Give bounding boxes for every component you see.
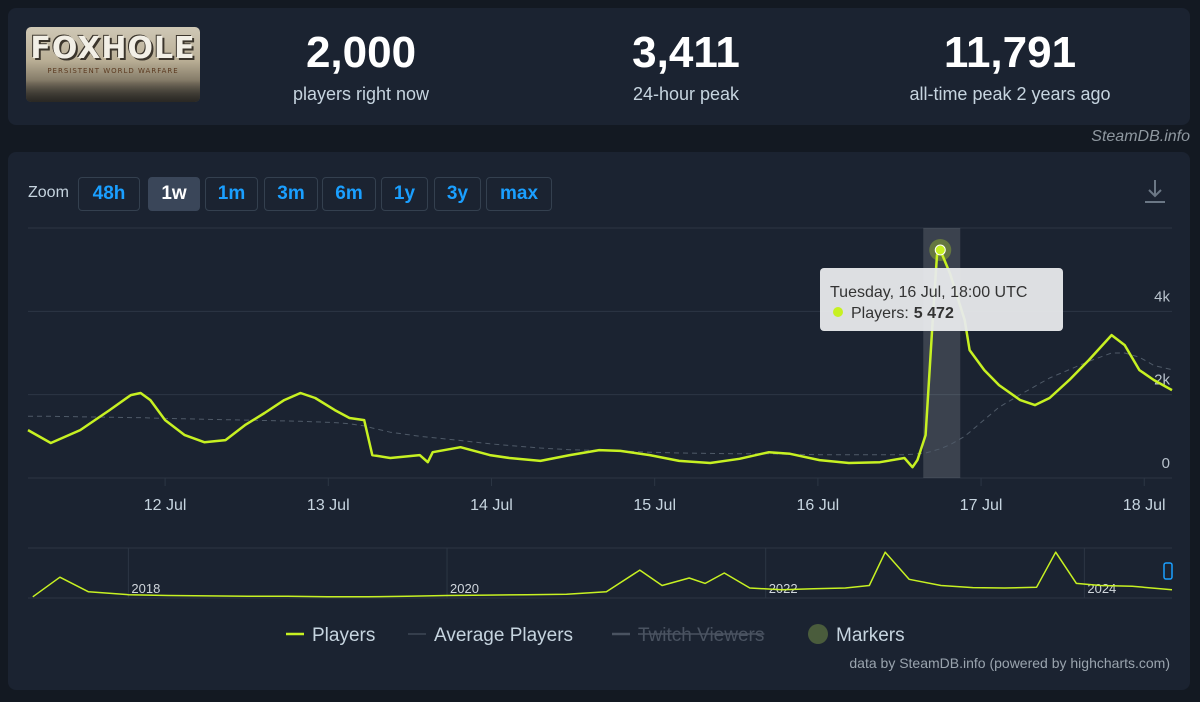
header-panel [8, 8, 1190, 125]
x-tick-label: 14 Jul [470, 497, 513, 514]
legend-item[interactable]: Average Players [408, 625, 573, 646]
x-tick-label: 18 Jul [1123, 497, 1166, 514]
x-tick-label: 12 Jul [144, 497, 187, 514]
x-tick-label: 15 Jul [633, 497, 676, 514]
y-tick-label: 2k [1154, 372, 1170, 389]
logo-ground [26, 80, 200, 102]
navigator-tick-label: 2020 [450, 581, 479, 596]
stat: 3,411 24-hour peak [536, 30, 836, 105]
source-link[interactable]: SteamDB.info [1091, 128, 1190, 145]
game-logo: FOXHOLE PERSISTENT WORLD WARFARE [26, 27, 200, 102]
y-tick-label: 0 [1162, 455, 1170, 472]
tooltip-label: Players: [851, 305, 909, 322]
logo-title: FOXHOLE [30, 31, 196, 66]
legend-label: Players [312, 625, 375, 646]
stat-label: players right now [292, 84, 430, 104]
navigator-handle [1163, 562, 1173, 580]
zoom-button[interactable]: 6m [322, 177, 376, 211]
navigator-line [32, 551, 1173, 598]
tooltip-title: Tuesday, 16 Jul, 18:00 UTC [830, 284, 1027, 301]
stat-value: 3,411 [632, 28, 740, 77]
stat-value: 11,791 [943, 28, 1077, 77]
credits: data by SteamDB.info (powered by highcha… [849, 655, 1170, 671]
legend-item[interactable]: Twitch Viewers [612, 625, 765, 646]
logo-subtitle: PERSISTENT WORLD WARFARE [47, 67, 179, 75]
x-tick-label: 17 Jul [960, 497, 1003, 514]
hover-band [923, 228, 961, 478]
zoom-button[interactable]: 3m [264, 177, 318, 211]
series-line [27, 248, 1173, 469]
stat-label: 24-hour peak [632, 84, 740, 104]
series-line [28, 352, 1173, 456]
zoom-label: Zoom [28, 184, 69, 201]
legend-item[interactable]: Players [286, 625, 375, 646]
legend-symbol [808, 624, 828, 644]
download-icon[interactable] [1145, 180, 1165, 203]
legend-label: Twitch Viewers [638, 625, 764, 646]
legend-label: Markers [836, 625, 905, 646]
tooltip-box [820, 268, 1063, 331]
navigator-tick-label: 2024 [1087, 581, 1116, 596]
zoom-button[interactable]: 1w [148, 177, 200, 211]
icon-stroke [1148, 189, 1162, 198]
navigator-tick-label: 2022 [769, 581, 798, 596]
hover-point [934, 244, 946, 256]
tooltip-dot [833, 307, 843, 317]
stat-value: 2,000 [305, 28, 417, 77]
zoom-button[interactable]: 1y [381, 177, 428, 211]
stat: 11,791 all-time peak 2 years ago [860, 30, 1160, 105]
legend-label: Average Players [434, 625, 573, 646]
chart-panel [8, 152, 1190, 690]
x-tick-label: 16 Jul [797, 497, 840, 514]
zoom-button[interactable]: max [486, 177, 552, 211]
zoom-button[interactable]: 48h [78, 177, 140, 211]
legend-item[interactable]: Markers [808, 624, 905, 646]
x-tick-label: 13 Jul [307, 497, 350, 514]
stat-label: all-time peak 2 years ago [909, 84, 1111, 104]
zoom-button[interactable]: 1m [205, 177, 258, 211]
tooltip-value: 5 472 [914, 305, 954, 322]
tooltip-line: Players: 5 472 [851, 305, 954, 322]
y-tick-label: 4k [1154, 288, 1170, 305]
navigator-tick-label: 2018 [131, 581, 160, 596]
stat: 2,000 players right now [211, 30, 511, 105]
zoom-button[interactable]: 3y [434, 177, 481, 211]
tooltip: Tuesday, 16 Jul, 18:00 UTC Players: 5 472 [820, 268, 1063, 331]
